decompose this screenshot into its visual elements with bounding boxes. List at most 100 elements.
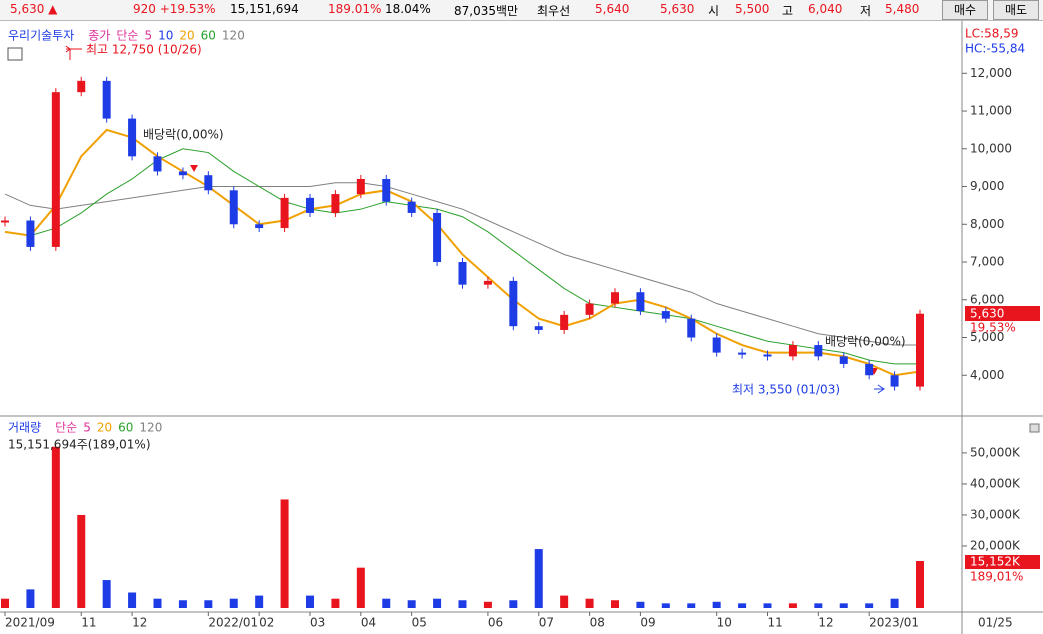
candle: [229, 190, 238, 225]
volume-bar: [738, 603, 747, 608]
high-arrow: [65, 45, 82, 60]
volume-bar: [407, 600, 416, 608]
current-change: 19,53%: [970, 321, 1016, 335]
candle: [280, 197, 289, 229]
candle: [356, 178, 365, 195]
x-tick-label: 12: [132, 616, 147, 630]
quote-item: 5,500: [735, 2, 770, 16]
quote-item: 저: [860, 4, 872, 18]
candle: [611, 292, 619, 304]
volume-bar: [585, 598, 594, 608]
x-tick-label: 03: [310, 616, 325, 630]
volume-bar: [712, 601, 721, 608]
candle: [306, 197, 314, 213]
chart: 4,000 5,000 6,000 7,000 8,000 9,000 10,000 11,0…: [0, 21, 1043, 634]
candle: [1, 220, 9, 223]
x-tick-label: 09: [640, 616, 655, 630]
x-tick-label: 04: [361, 616, 376, 630]
current-volume: 15,152K: [970, 555, 1021, 569]
candle: [178, 171, 187, 176]
dividend-marker: [190, 165, 198, 172]
price-box: [965, 306, 1040, 321]
order-button[interactable]: 매도: [993, 0, 1039, 20]
quote-item: 시: [708, 4, 720, 18]
volume-bar: [560, 595, 569, 608]
quote-item: 5,630 ▲: [10, 2, 58, 16]
quote-item: 189.01%: [328, 2, 382, 16]
quote-item: 고: [782, 4, 794, 18]
volume-bar: [661, 603, 670, 608]
legend-entry: 20: [179, 29, 194, 43]
y-tick-label: 11,000: [970, 104, 1012, 118]
quote-item: 6,040: [808, 2, 843, 16]
y-tick-label: 20,000K: [970, 538, 1021, 552]
candle: [712, 337, 721, 353]
legend-entry: 120: [222, 29, 245, 43]
volume-bar: [458, 600, 467, 608]
legend-entry: 20: [97, 421, 112, 435]
candle: [255, 224, 264, 229]
candle: [814, 345, 823, 357]
lc-label: LC:58,59: [965, 27, 1018, 41]
x-tick-label: 12: [818, 616, 833, 630]
y-tick-label: 12,000: [970, 66, 1012, 80]
current-ratio: 189,01%: [970, 570, 1023, 584]
volume-bar: [814, 603, 823, 608]
background: [0, 21, 1043, 634]
quote-item: 최우선: [537, 4, 571, 18]
candle: [26, 220, 35, 247]
y-tick-label: 30,000K: [970, 507, 1021, 521]
y-tick-label: 5,000: [970, 330, 1004, 344]
candle: [585, 303, 594, 315]
volume-bar: [433, 598, 442, 608]
volume-bar: [534, 549, 543, 608]
x-tick-label: 07: [539, 616, 554, 630]
table-icon: [7, 47, 23, 61]
volume-bar: [890, 598, 899, 608]
candle: [890, 375, 899, 387]
y-tick-label: 8,000: [970, 217, 1004, 231]
volume-bar: [509, 600, 518, 608]
volume-bar: [178, 600, 187, 608]
volume-bar: [229, 598, 238, 608]
x-tick-label: 10: [717, 616, 732, 630]
volume-bar: [331, 598, 340, 608]
volume-bar: [204, 600, 213, 608]
candle: [534, 326, 543, 330]
candle: [433, 212, 442, 263]
panel-title: 거래량: [8, 421, 41, 435]
dividend-label: 배당락(0,00%): [825, 335, 906, 349]
candle: [788, 345, 797, 357]
candle: [916, 313, 924, 387]
candle: [51, 92, 60, 247]
y-tick-label: 6,000: [970, 292, 1004, 306]
legend-entry: 5: [144, 29, 152, 43]
y-tick-label: 40,000K: [970, 476, 1021, 490]
candle: [839, 356, 848, 364]
volume-bar: [77, 514, 86, 608]
x-tick-label: 11: [768, 616, 783, 630]
volume-bar: [382, 598, 391, 608]
x-tick-label: 02: [259, 616, 274, 630]
candle: [687, 318, 696, 338]
volume-bar: [788, 603, 797, 608]
quote-item: 15,151,694: [230, 2, 299, 16]
legend-entry: 5: [83, 421, 91, 435]
candle: [483, 280, 492, 285]
order-button[interactable]: 매수: [942, 0, 988, 20]
panel-button[interactable]: [1029, 423, 1040, 433]
hc-label: HC:-55,84: [965, 42, 1025, 56]
x-tick-label: 05: [412, 616, 427, 630]
volume-bar: [306, 595, 314, 608]
quote-item: 5,640: [595, 2, 630, 16]
x-tick-label: 2021/09: [5, 616, 55, 630]
volume-bar: [51, 446, 60, 608]
volume-bar: [255, 595, 264, 608]
candle: [458, 262, 467, 285]
volume-bar: [280, 499, 289, 608]
volume-bar: [153, 598, 162, 608]
y-tick-label: 50,000K: [970, 445, 1021, 459]
legend-entry: 60: [201, 29, 216, 43]
y-tick-label: 4,000: [970, 368, 1004, 382]
